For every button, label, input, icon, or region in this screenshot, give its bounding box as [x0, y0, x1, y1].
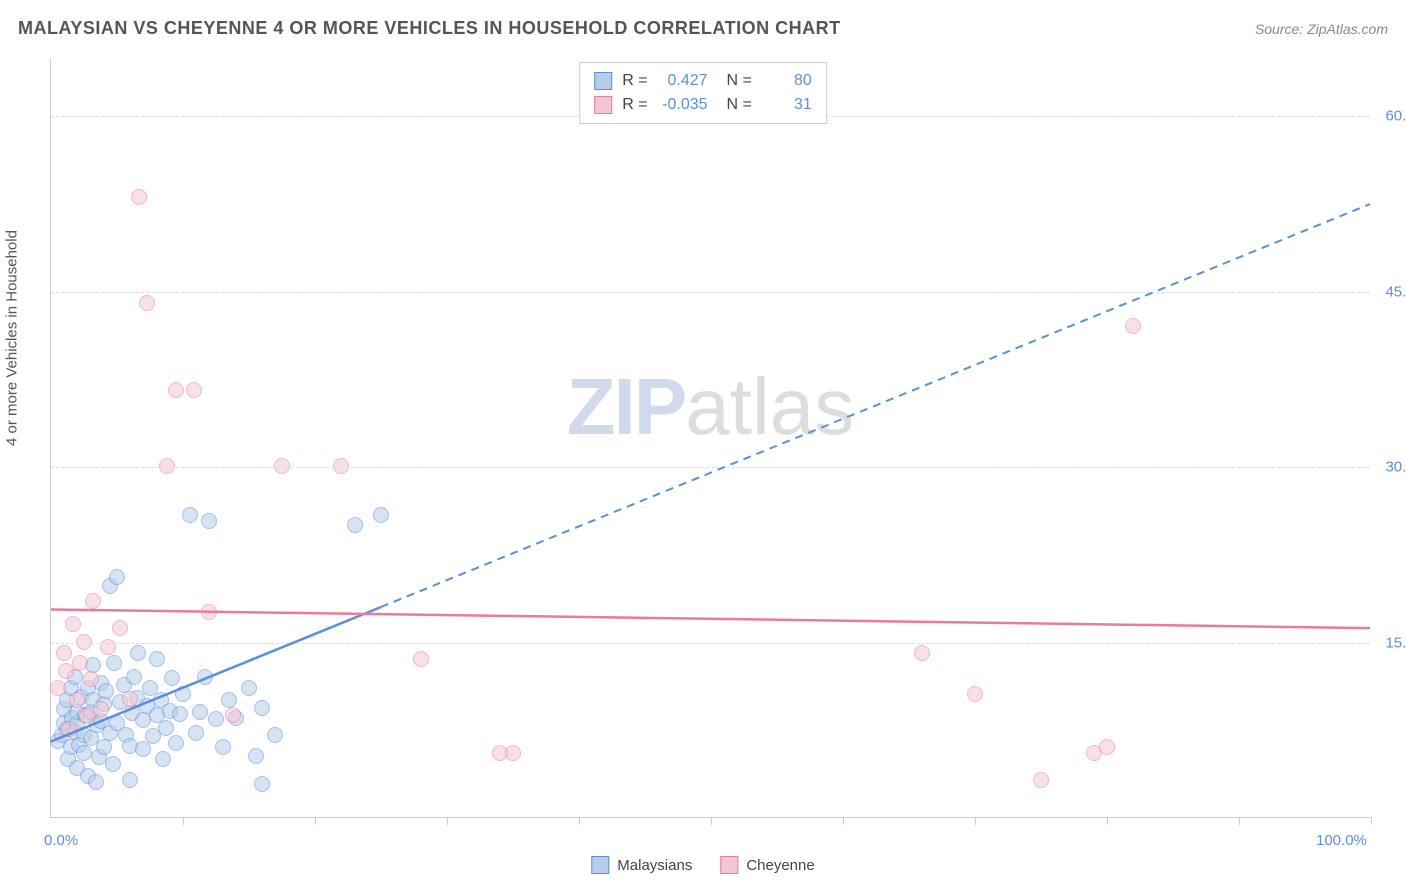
- x-tick: [1107, 817, 1108, 825]
- x-tick: [447, 817, 448, 825]
- legend-label: Cheyenne: [746, 857, 814, 874]
- chart-header: MALAYSIAN VS CHEYENNE 4 OR MORE VEHICLES…: [18, 18, 1388, 39]
- x-tick: [183, 817, 184, 825]
- n-value: 80: [762, 69, 812, 93]
- x-tick: [843, 817, 844, 825]
- x-axis-max-label: 100.0%: [1316, 832, 1367, 849]
- legend-item: Cheyenne: [720, 856, 814, 874]
- y-tick-label: 45.0%: [1385, 283, 1406, 300]
- n-label: N =: [718, 93, 752, 117]
- r-label: R =: [622, 93, 647, 117]
- trend-line: [51, 609, 1370, 628]
- legend-swatch: [591, 856, 609, 874]
- r-label: R =: [622, 69, 647, 93]
- legend-label: Malaysians: [617, 857, 692, 874]
- n-value: 31: [762, 93, 812, 117]
- source-attribution: Source: ZipAtlas.com: [1255, 21, 1388, 37]
- x-tick: [1239, 817, 1240, 825]
- y-axis-title: 4 or more Vehicles in Household: [4, 230, 21, 446]
- series-legend: Malaysians Cheyenne: [591, 856, 814, 874]
- x-tick: [711, 817, 712, 825]
- r-value: 0.427: [658, 69, 708, 93]
- x-tick: [975, 817, 976, 825]
- r-value: -0.035: [658, 93, 708, 117]
- trend-line-extrapolation: [381, 204, 1370, 607]
- scatter-chart: ZIPatlas 15.0%30.0%45.0%60.0%: [50, 58, 1370, 818]
- x-tick: [579, 817, 580, 825]
- stats-row: R = 0.427 N = 80: [594, 69, 812, 93]
- y-tick-label: 60.0%: [1385, 108, 1406, 125]
- correlation-stats-legend: R = 0.427 N = 80 R = -0.035 N = 31: [579, 62, 827, 124]
- n-label: N =: [718, 69, 752, 93]
- y-tick-label: 15.0%: [1385, 634, 1406, 651]
- trend-lines-layer: [51, 58, 1370, 817]
- series-swatch: [594, 72, 612, 90]
- chart-title: MALAYSIAN VS CHEYENNE 4 OR MORE VEHICLES…: [18, 18, 841, 39]
- trend-line: [51, 607, 381, 741]
- x-axis-min-label: 0.0%: [44, 832, 78, 849]
- legend-swatch: [720, 856, 738, 874]
- stats-row: R = -0.035 N = 31: [594, 93, 812, 117]
- x-tick: [315, 817, 316, 825]
- series-swatch: [594, 96, 612, 114]
- x-tick: [1371, 817, 1372, 825]
- legend-item: Malaysians: [591, 856, 692, 874]
- y-tick-label: 30.0%: [1385, 459, 1406, 476]
